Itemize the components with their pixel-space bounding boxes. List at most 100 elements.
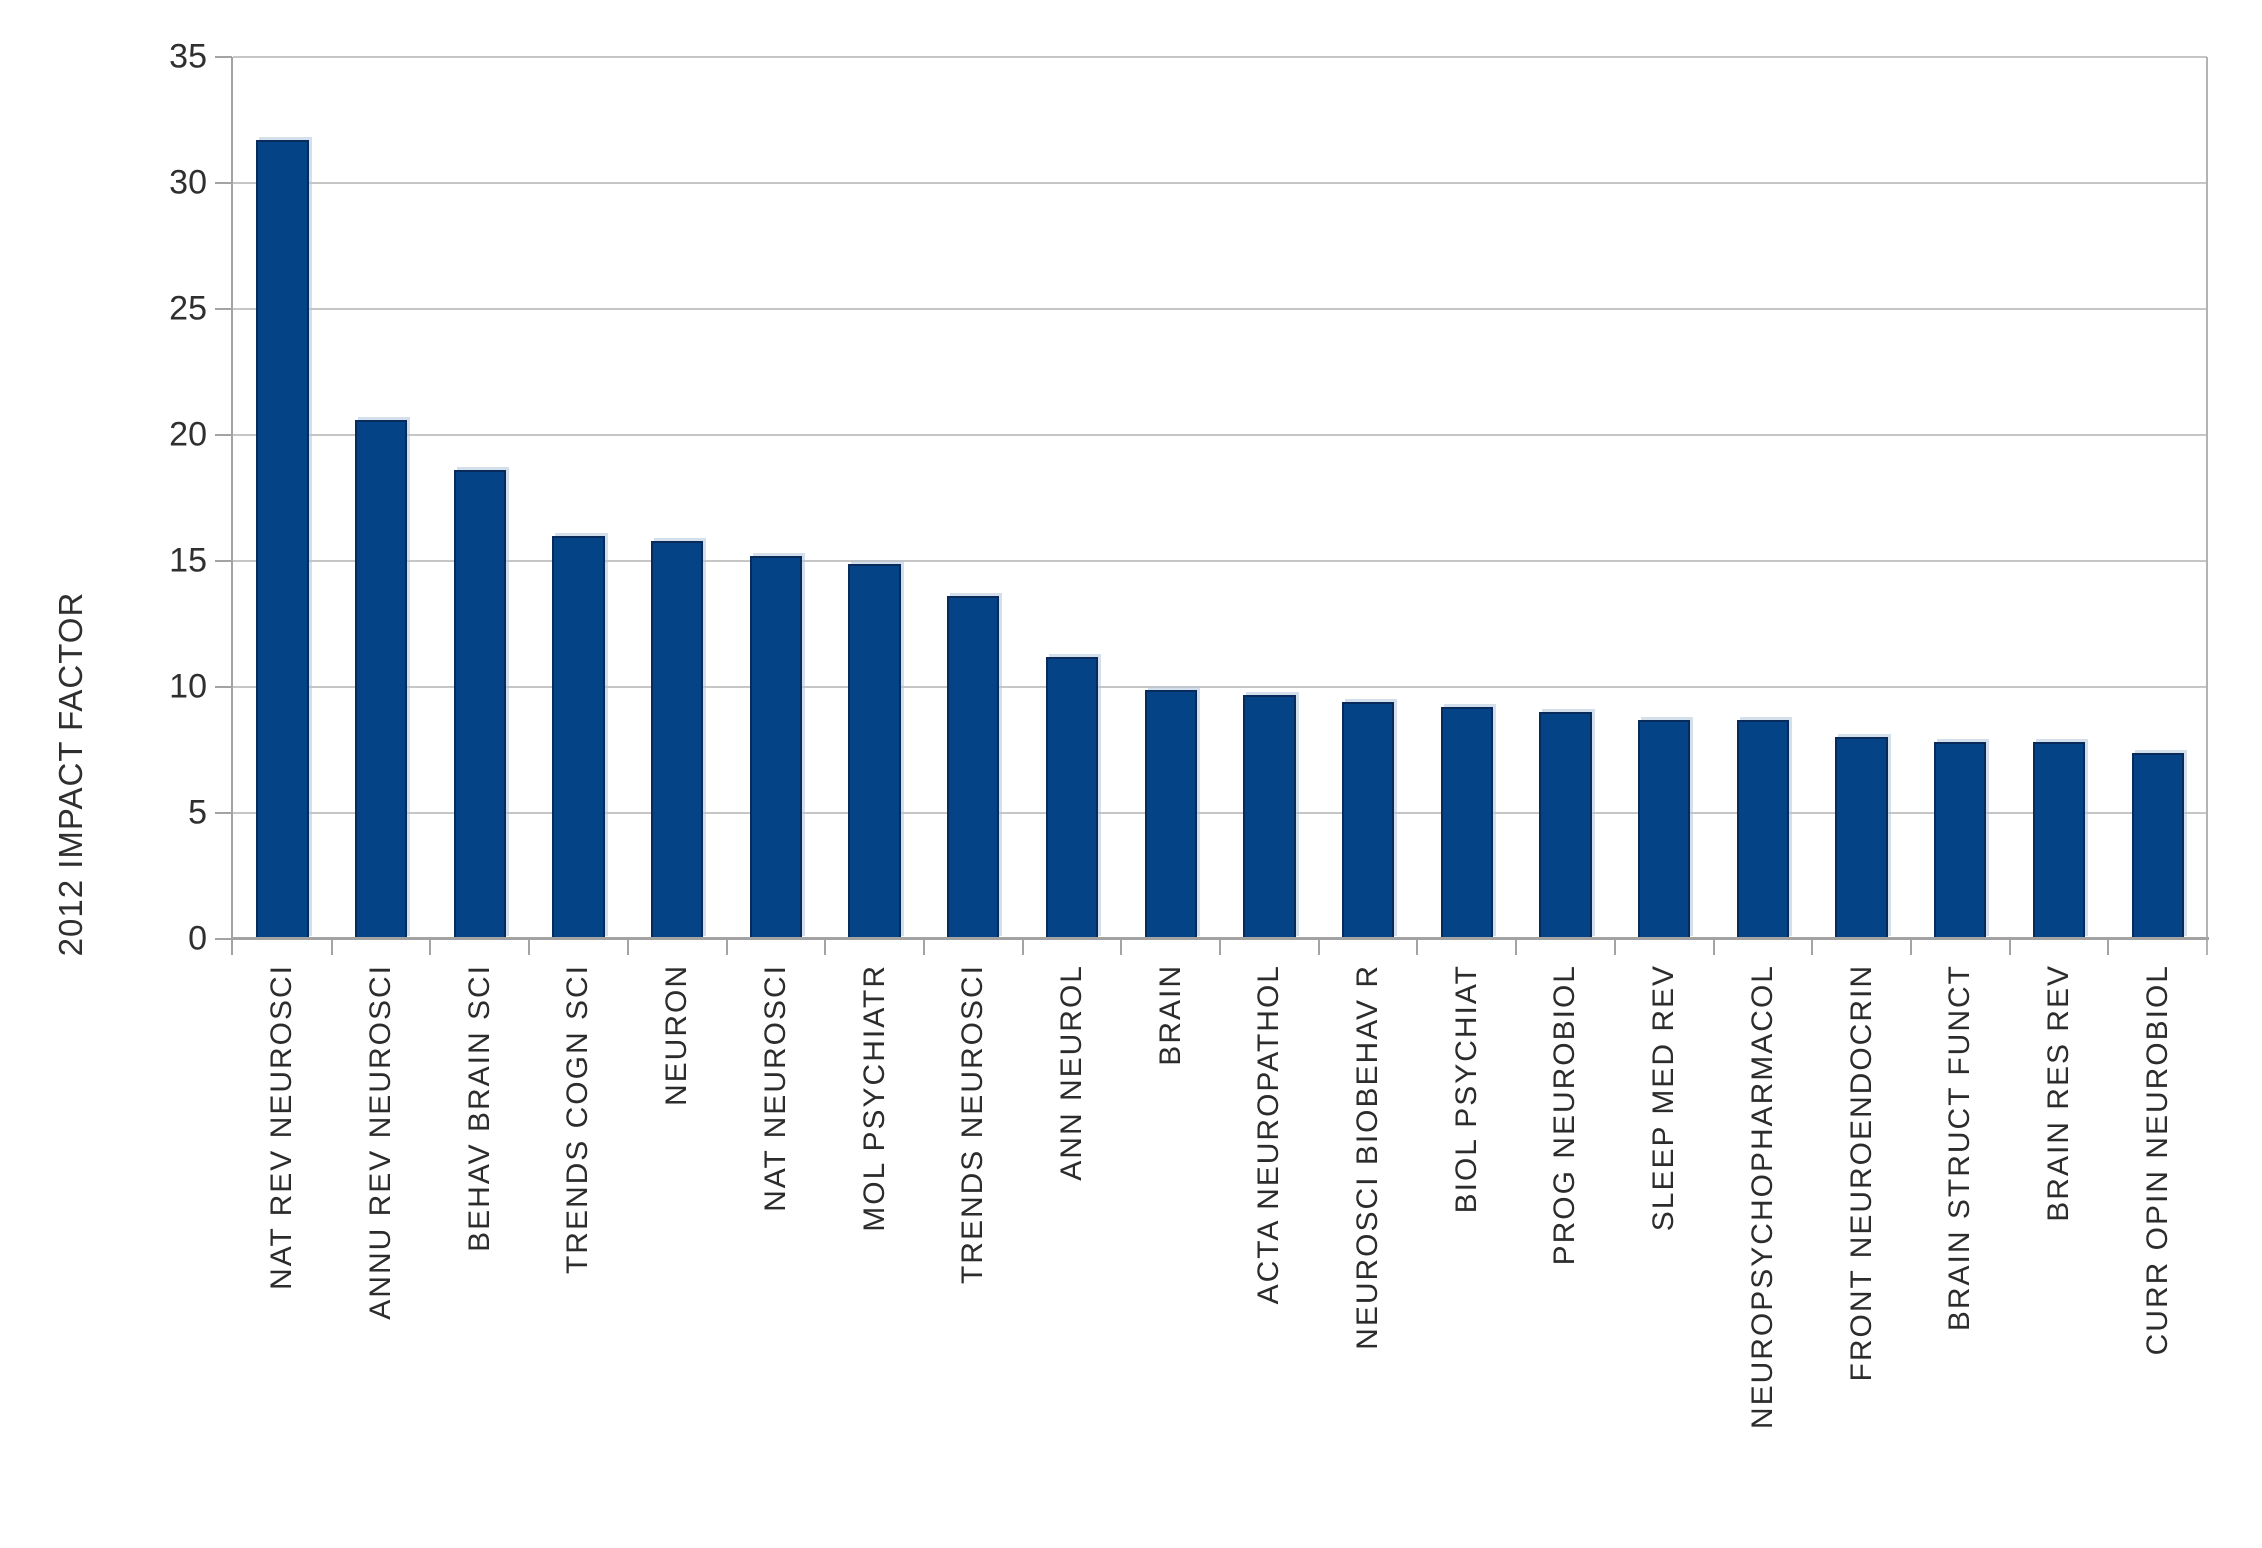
bar-slot — [430, 57, 529, 939]
plot-area — [233, 56, 2207, 939]
bar — [651, 541, 704, 939]
y-tick-label: 0 — [188, 919, 207, 958]
y-tick-mark — [215, 686, 232, 688]
x-tick-label: NAT REV NEUROSCI — [265, 964, 299, 1290]
gridline — [233, 56, 2207, 58]
bar — [1341, 702, 1395, 939]
x-tick-mark — [1811, 940, 1813, 955]
x-axis-line — [231, 937, 2209, 940]
x-tick-label: BRAIN — [1153, 964, 1187, 1066]
bar-slot — [332, 57, 431, 939]
x-label-slot: PROG NEUROBIOL — [1516, 964, 1615, 1504]
x-tick-label: BIOL PSYCHIAT — [1449, 964, 1483, 1214]
y-tick-mark — [215, 938, 232, 940]
y-tick-label: 10 — [169, 667, 207, 706]
x-tick-mark — [1416, 940, 1418, 955]
x-tick-label: ANNU REV NEUROSCI — [364, 964, 398, 1320]
gridline — [233, 812, 2207, 814]
x-tick-mark — [2009, 940, 2011, 955]
bar — [1243, 695, 1296, 939]
bar — [354, 420, 408, 939]
bar-slot — [233, 57, 332, 939]
x-tick-mark — [429, 940, 431, 955]
x-tick-mark — [331, 940, 333, 955]
bar — [1835, 737, 1888, 939]
x-tick-label: NEURON — [660, 964, 694, 1107]
x-tick-mark — [2107, 940, 2109, 955]
x-label-slot: NEURON — [628, 964, 727, 1504]
x-label-slot: BRAIN — [1121, 964, 1220, 1504]
y-tick-mark — [215, 560, 232, 562]
y-axis-line — [231, 57, 233, 955]
y-tick-mark — [215, 308, 232, 310]
bar — [256, 140, 309, 939]
x-tick-mark — [1910, 940, 1912, 955]
x-tick-label: ANN NEUROL — [1054, 964, 1088, 1181]
y-tick-mark — [215, 182, 232, 184]
gridline — [233, 182, 2207, 184]
x-label-slot: ANNU REV NEUROSCI — [332, 964, 431, 1504]
bar — [1144, 690, 1197, 939]
gridline — [233, 308, 2207, 310]
x-tick-mark — [1713, 940, 1715, 955]
bar-slot — [825, 57, 924, 939]
y-tick-label: 25 — [169, 289, 207, 328]
x-label-slot: BRAIN RES REV — [2010, 964, 2109, 1504]
bar — [947, 596, 1000, 939]
x-tick-mark — [726, 940, 728, 955]
bar-slot — [1615, 57, 1714, 939]
bar-slot — [1516, 57, 1615, 939]
x-label-slot: FRONT NEUROENDOCRIN — [1812, 964, 1911, 1504]
x-tick-mark — [1614, 940, 1616, 955]
x-tick-mark — [1120, 940, 1122, 955]
bar-slot — [1220, 57, 1319, 939]
x-label-slot: NAT NEUROSCI — [727, 964, 826, 1504]
x-tick-mark — [923, 940, 925, 955]
bar-slot — [1417, 57, 1516, 939]
bar-slot — [1911, 57, 2010, 939]
y-tick-mark — [215, 434, 232, 436]
x-label-slot: ACTA NEUROPATHOL — [1220, 964, 1319, 1504]
x-tick-label: NEUROSCI BIOBEHAV R — [1351, 964, 1385, 1350]
x-tick-label: ACTA NEUROPATHOL — [1252, 964, 1286, 1305]
bar — [1539, 712, 1592, 939]
bar — [552, 536, 605, 939]
x-label-slot: TRENDS NEUROSCI — [924, 964, 1023, 1504]
bar-slot — [1023, 57, 1122, 939]
bar — [1638, 720, 1691, 939]
x-tick-mark — [1515, 940, 1517, 955]
x-tick-mark — [1318, 940, 1320, 955]
x-tick-label: TRENDS NEUROSCI — [956, 964, 990, 1285]
x-tick-mark — [1219, 940, 1221, 955]
x-label-slot: ANN NEUROL — [1023, 964, 1122, 1504]
bar — [2032, 742, 2086, 939]
bar-slot — [2010, 57, 2109, 939]
x-tick-label: CURR OPIN NEUROBIOL — [2140, 964, 2174, 1356]
bar-slot — [1714, 57, 1813, 939]
bar-slot — [529, 57, 628, 939]
y-tick-mark — [215, 812, 232, 814]
bar-slot — [628, 57, 727, 939]
x-tick-label: NEUROPSYCHOPHARMACOL — [1745, 964, 1779, 1430]
gridline — [233, 434, 2207, 436]
x-label-slot: NAT REV NEUROSCI — [233, 964, 332, 1504]
x-tick-label: TRENDS COGN SCI — [561, 964, 595, 1275]
plot-right-border — [2206, 57, 2208, 955]
x-tick-mark — [824, 940, 826, 955]
gridline — [233, 560, 2207, 562]
bar-slot — [2108, 57, 2207, 939]
x-tick-label: BRAIN RES REV — [2042, 964, 2075, 1222]
bar — [749, 556, 803, 939]
x-tick-label: NAT NEUROSCI — [758, 964, 792, 1212]
x-tick-label: MOL PSYCHIATR — [857, 964, 891, 1232]
y-tick-label: 15 — [169, 541, 207, 580]
y-tick-label: 35 — [169, 37, 207, 76]
x-label-slot: BIOL PSYCHIAT — [1417, 964, 1516, 1504]
bar-slot — [924, 57, 1023, 939]
x-tick-mark — [627, 940, 629, 955]
bar — [453, 470, 506, 939]
bar-slot — [1121, 57, 1220, 939]
bar — [1736, 720, 1790, 939]
x-label-slot: TRENDS COGN SCI — [529, 964, 628, 1504]
